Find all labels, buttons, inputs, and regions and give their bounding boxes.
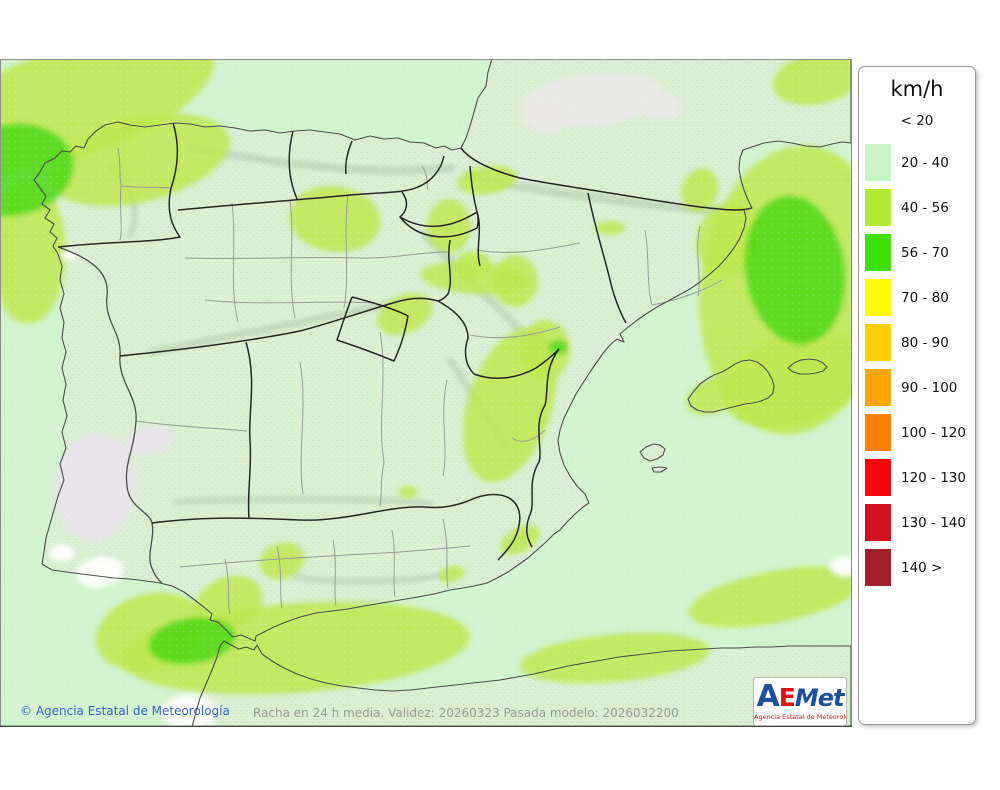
legend-color-swatch	[865, 414, 891, 451]
legend-color-swatch	[865, 144, 891, 181]
legend-entry: 140 >	[859, 545, 975, 590]
aemet-logo-wordmark: AEMet	[756, 679, 845, 714]
legend-entry-label: 80 - 90	[901, 334, 949, 351]
legend-entry-label: 56 - 70	[901, 244, 949, 261]
legend-entry: 56 - 70	[859, 230, 975, 275]
legend-entry-label: 140 >	[901, 559, 943, 576]
legend-entry-label: 120 - 130	[901, 469, 966, 486]
legend-entry-label: 20 - 40	[901, 154, 949, 171]
legend-color-swatch	[865, 279, 891, 316]
legend-title: km/h	[890, 77, 944, 101]
legend-color-swatch	[865, 234, 891, 271]
legend-color-swatch	[865, 369, 891, 406]
dot-texture-overlay	[0, 59, 852, 727]
legend-entry: 90 - 100	[859, 365, 975, 410]
legend-entry: 40 - 56	[859, 185, 975, 230]
legend-entry-lt20: < 20	[900, 113, 934, 129]
legend-color-swatch	[865, 549, 891, 586]
legend-entry: 120 - 130	[859, 455, 975, 500]
legend-color-swatch	[865, 324, 891, 361]
legend-entry-label: 70 - 80	[901, 289, 949, 306]
legend-color-swatch	[865, 459, 891, 496]
legend-entry-label: 90 - 100	[901, 379, 958, 396]
legend-entry-label: 100 - 120	[901, 424, 966, 441]
legend-entry-label: 130 - 140	[901, 514, 966, 531]
province-borders	[117, 147, 723, 615]
legend-entries: 20 - 40 40 - 56 56 - 70 70 - 80 80 - 90 90 - …	[859, 140, 975, 590]
legend-entry: 70 - 80	[859, 275, 975, 320]
aemet-logo: AEMet Agencia Estatal de Meteorología	[753, 677, 847, 726]
copyright-text: © Agencia Estatal de Meteorología	[20, 704, 230, 718]
legend-color-swatch	[865, 504, 891, 541]
model-run-info: Racha en 24 h media. Validez: 20260323 P…	[253, 706, 679, 720]
legend-entry: 130 - 140	[859, 500, 975, 545]
legend-entry-label: 40 - 56	[901, 199, 949, 216]
legend-panel: km/h < 20 20 - 40 40 - 56 56 - 70 70 - 80 80…	[858, 66, 976, 725]
legend-color-swatch	[865, 189, 891, 226]
legend-entry: 80 - 90	[859, 320, 975, 365]
legend-entry: 20 - 40	[859, 140, 975, 185]
legend-entry: 100 - 120	[859, 410, 975, 455]
map-canvas	[0, 59, 852, 727]
region-borders	[57, 122, 753, 584]
aemet-logo-subtitle: Agencia Estatal de Meteorología	[754, 713, 846, 721]
